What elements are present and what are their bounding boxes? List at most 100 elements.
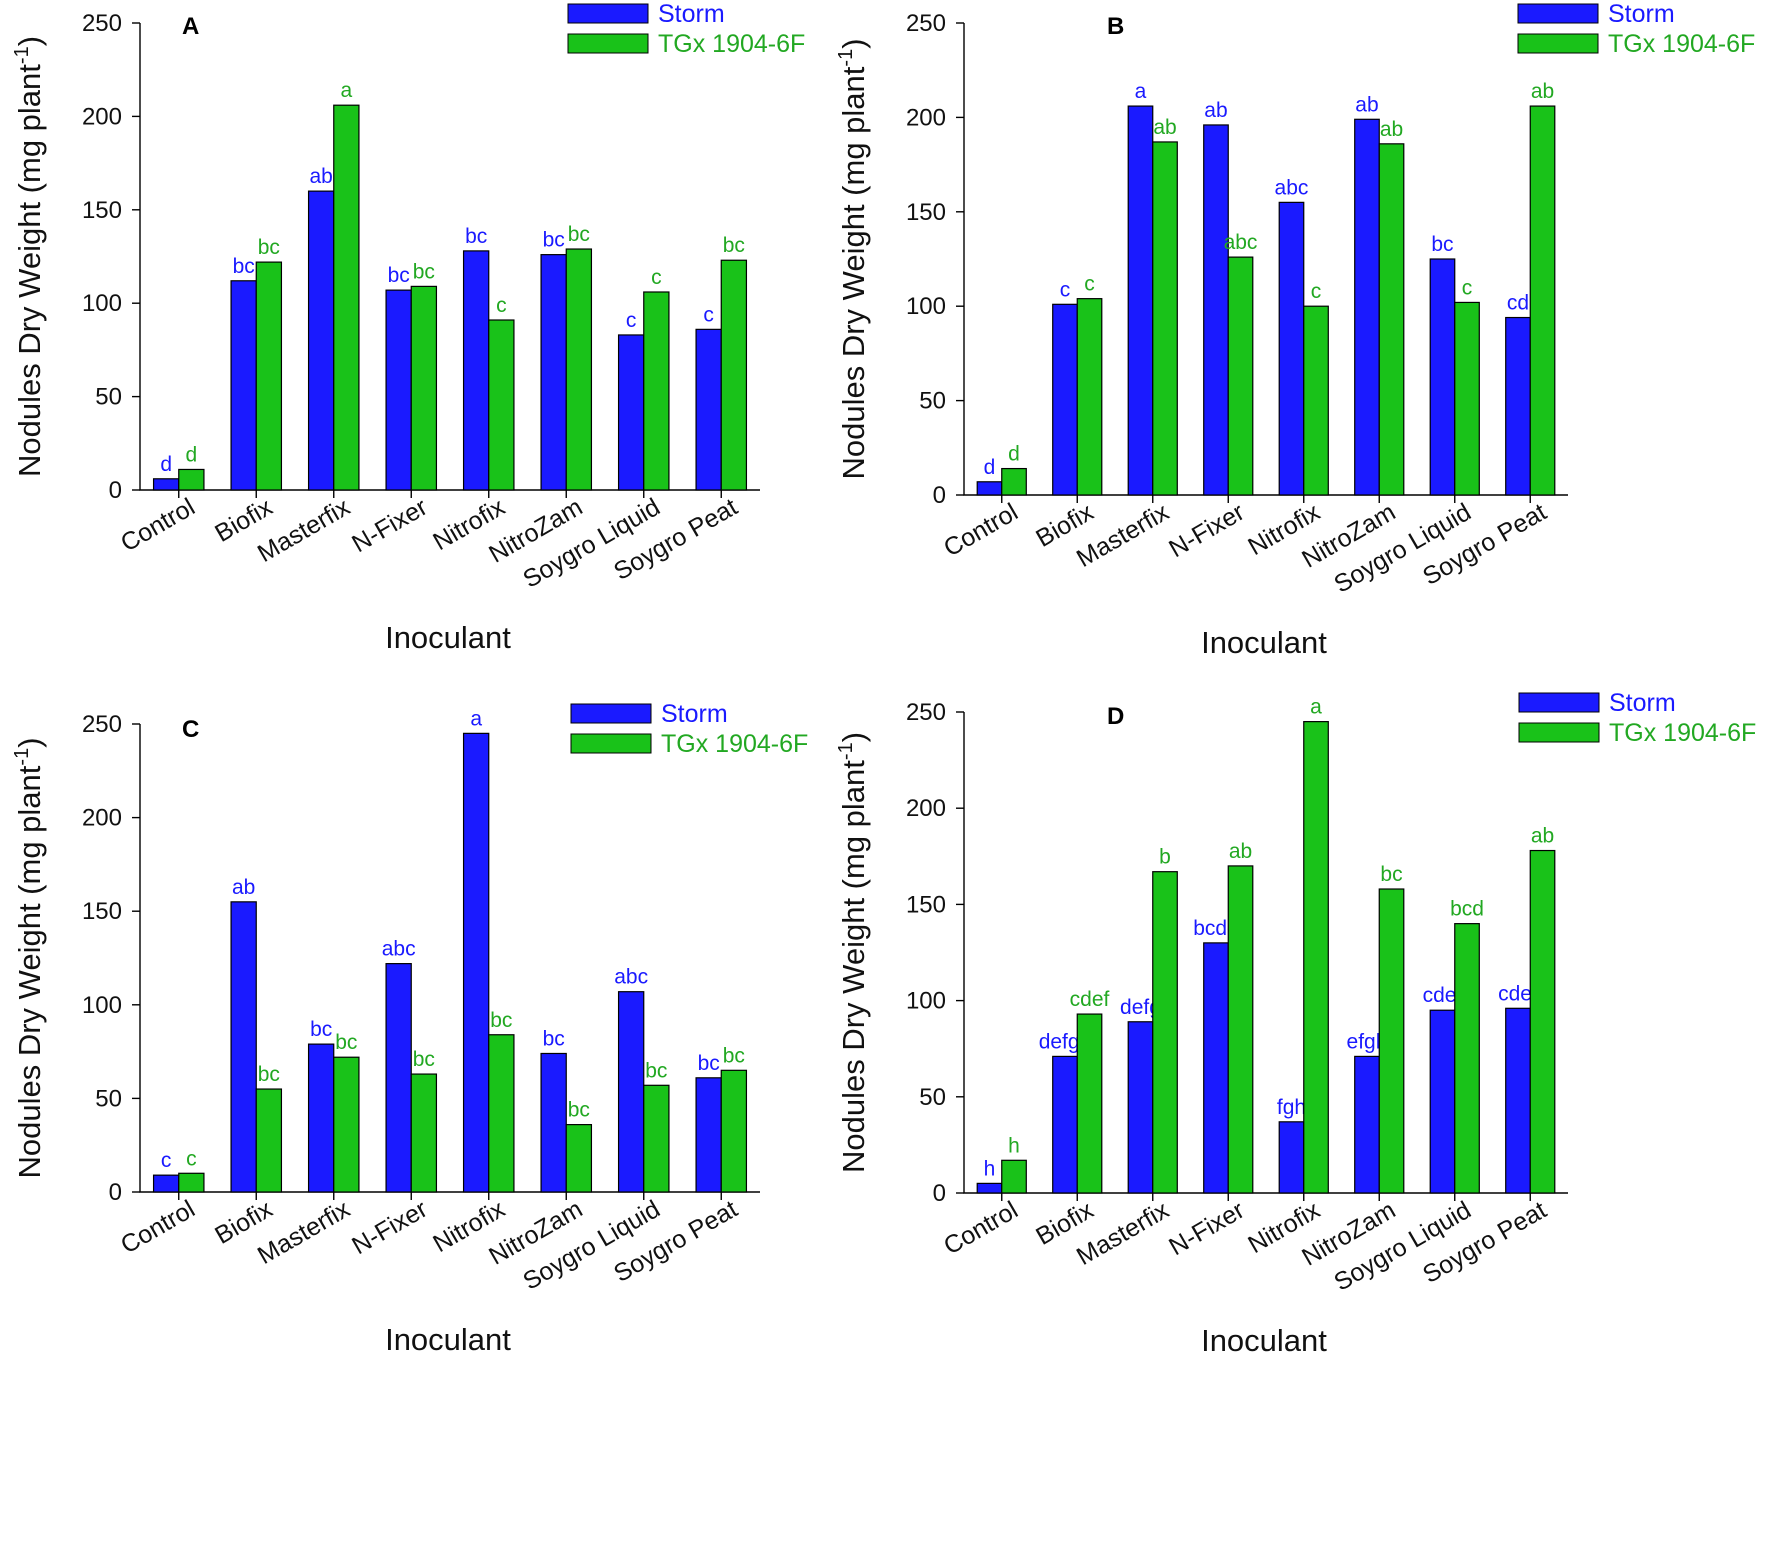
y-tick-label: 50 [95,384,122,411]
x-axis-title: Inoculant [1201,625,1327,660]
significance-label-tgx: c [1311,280,1322,303]
x-category-label: Control [116,1195,200,1260]
significance-label-storm: c [161,1149,172,1172]
bar-tgx [1001,467,1027,496]
y-tick-label: 150 [82,898,122,925]
legend-label-tgx: TGx 1904-6F [658,30,805,58]
bar-storm [1354,118,1380,496]
significance-label-tgx: cdef [1070,988,1110,1011]
significance-label-tgx: bc [1380,863,1402,886]
bar-tgx [1303,721,1329,1194]
significance-label-storm: fgh [1277,1096,1306,1119]
bar-tgx [643,291,670,491]
x-category-label: Control [116,493,200,558]
significance-label-tgx: bc [335,1031,357,1054]
y-axis-title-close: ) [836,732,871,742]
x-category-label: Control [939,498,1023,563]
bar-storm [230,280,257,491]
legend-label-storm: Storm [658,0,725,28]
y-tick-label: 50 [95,1085,122,1112]
significance-label-storm: c [626,309,637,332]
y-axis-title-close: ) [12,737,47,747]
bar-storm [1127,105,1154,496]
panel-letter: C [182,716,199,743]
bar-storm [307,1043,335,1193]
significance-label-storm: abc [382,938,416,961]
y-axis-title-main: Nodules Dry Weight (mg plant [12,64,47,477]
y-tick-label: 200 [906,104,946,131]
y-tick-label: 50 [919,388,946,415]
bar-storm [617,334,645,491]
significance-label-tgx: bc [413,1048,435,1071]
bar-storm [695,328,722,491]
x-category-label: N-Fixer [347,1195,432,1260]
legend-label-tgx: TGx 1904-6F [661,730,808,758]
significance-label-storm: bc [465,225,487,248]
legend-swatch-tgx [570,733,652,754]
significance-label-tgx: ab [1153,116,1176,139]
significance-label-storm: defg [1120,996,1161,1019]
significance-label-storm: bc [1431,233,1453,256]
significance-label-tgx: bc [490,1009,512,1032]
y-tick-label: 100 [82,290,122,317]
bar-tgx [255,261,283,491]
significance-label-storm: bc [543,1027,565,1050]
y-axis-title-main: Nodules Dry Weight (mg plant [12,765,47,1178]
x-axis-title: Inoculant [1201,1323,1327,1358]
significance-label-storm: efgh [1347,1030,1388,1053]
bar-storm [385,963,412,1193]
y-axis-title: Nodules Dry Weight (mg plant-1) [835,732,871,1173]
significance-label-tgx: bc [258,1063,280,1086]
bar-tgx [410,1073,438,1193]
bar-tgx [178,468,205,491]
bar-tgx [1378,143,1405,496]
bar-tgx [1001,1159,1027,1194]
significance-label-tgx: ab [1229,840,1252,863]
bar-tgx [1152,871,1178,1194]
bar-storm [540,254,567,491]
bar-storm [1278,201,1305,496]
bar-storm [1278,1121,1305,1194]
bar-storm [462,732,490,1193]
bar-tgx [333,104,360,491]
significance-label-storm: bcde [1193,917,1239,940]
bar-storm [1203,942,1229,1194]
y-tick-label: 150 [906,891,946,918]
y-axis-title-superscript: -1 [11,748,33,766]
significance-label-tgx: abc [1224,231,1258,254]
legend-swatch-storm [567,3,649,24]
y-axis-title-superscript: -1 [835,742,857,760]
y-tick-label: 100 [906,293,946,320]
y-tick-label: 250 [906,699,946,726]
significance-label-storm: ab [1355,93,1378,116]
y-axis-title: Nodules Dry Weight (mg plant-1) [11,737,47,1178]
y-tick-label: 150 [906,199,946,226]
bar-storm [1505,1007,1531,1194]
significance-label-storm: ab [232,876,255,899]
significance-label-tgx: bc [568,223,590,246]
bar-storm [695,1077,722,1193]
significance-label-storm: a [470,707,482,730]
legend-swatch-tgx [1517,33,1599,54]
significance-label-storm: bc [388,264,410,287]
significance-label-tgx: c [1462,276,1473,299]
bar-storm [152,478,180,491]
significance-label-storm: abc [1275,176,1309,199]
x-category-label: N-Fixer [1164,498,1249,563]
legend-label-storm: Storm [1608,0,1675,28]
significance-label-tgx: c [1084,273,1095,296]
significance-label-storm: abc [614,966,648,989]
y-tick-label: 100 [82,992,122,1019]
significance-label-storm: cd [1507,292,1529,315]
y-axis-title-close: ) [12,36,47,46]
bar-storm [976,481,1003,496]
y-axis-title-main: Nodules Dry Weight (mg plant [836,760,871,1173]
y-tick-label: 150 [82,197,122,224]
significance-label-tgx: bc [723,1044,745,1067]
bar-tgx [1152,141,1178,496]
significance-label-tgx: d [186,443,198,466]
y-tick-label: 200 [906,795,946,822]
